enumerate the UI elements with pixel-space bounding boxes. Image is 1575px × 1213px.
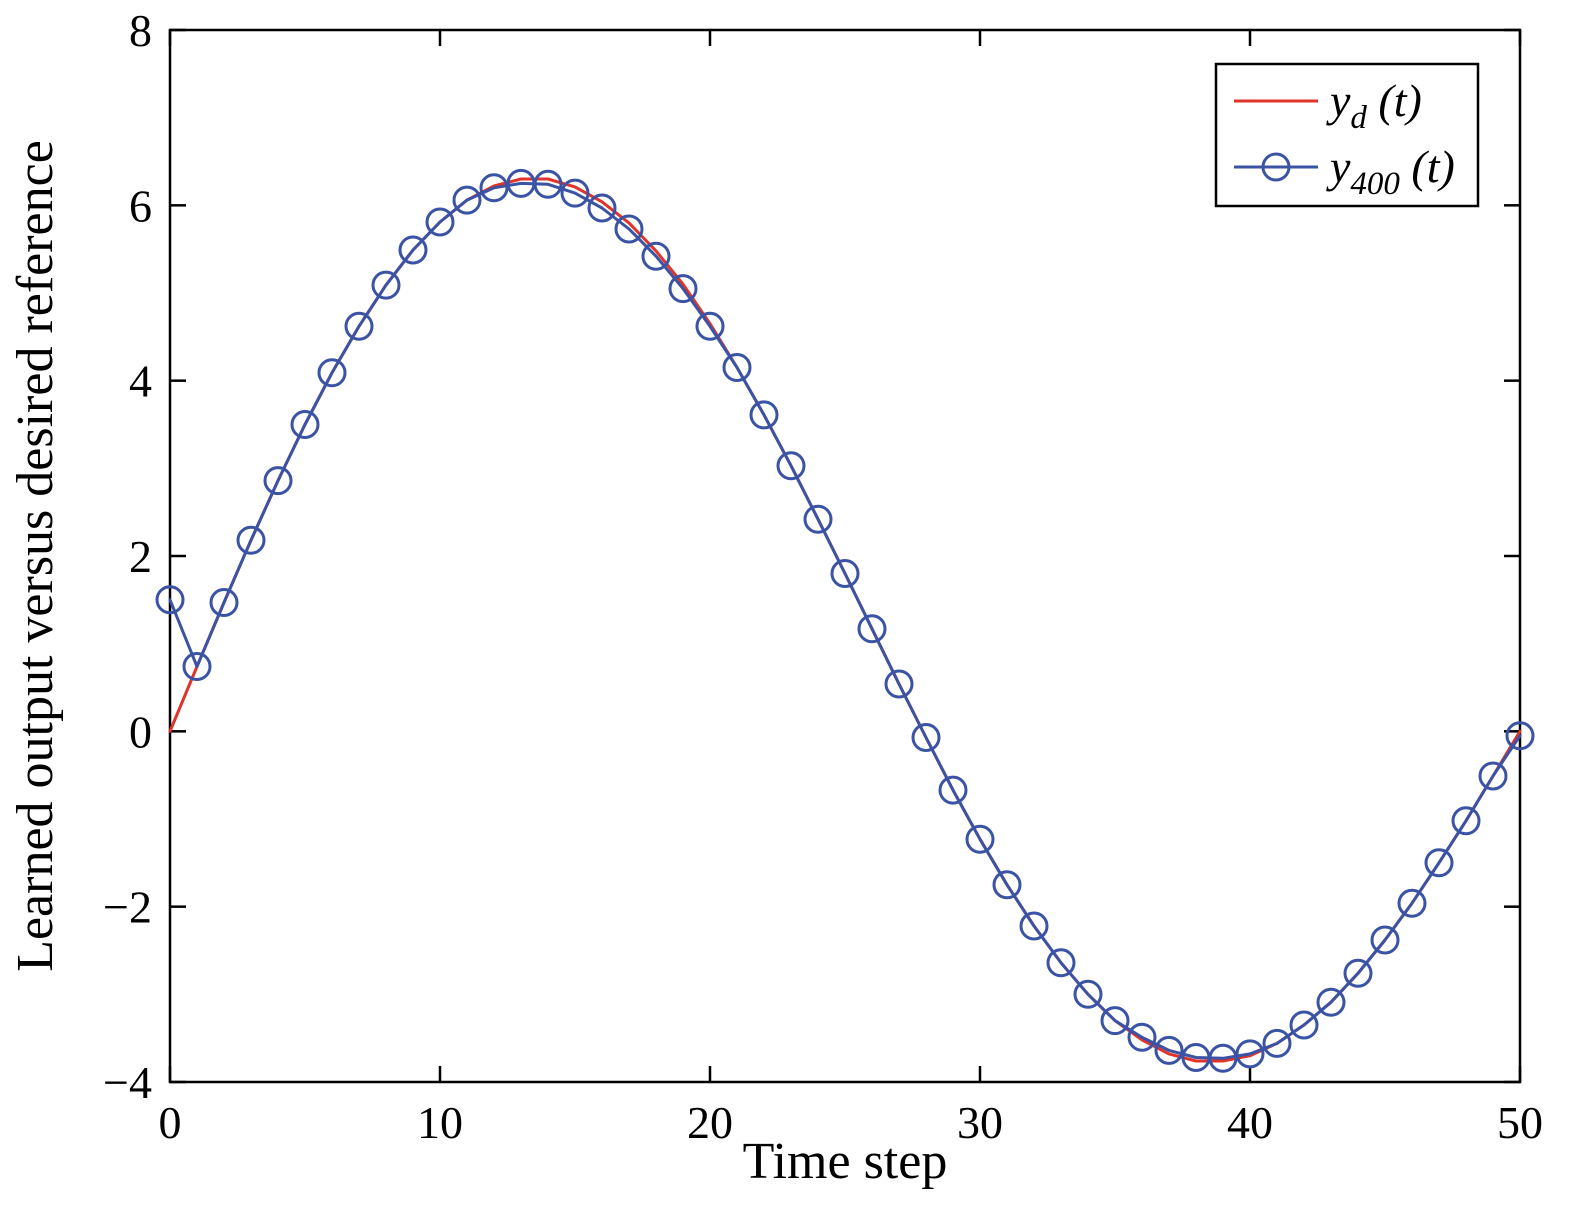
data-point-marker: [965, 824, 995, 854]
data-point-marker: [1208, 1043, 1238, 1073]
y-tick-label: 0: [129, 706, 152, 757]
data-point-marker: [1316, 987, 1346, 1017]
data-point-marker: [1046, 948, 1076, 978]
series-line-0: [168, 177, 1522, 1063]
data-point-marker: [479, 173, 509, 203]
data-point-marker: [1451, 806, 1481, 836]
legend: yd (t)y400 (t): [1214, 62, 1480, 208]
data-point-marker: [857, 614, 887, 644]
data-point-marker: [317, 358, 347, 388]
data-point-marker: [911, 723, 941, 752]
data-point-marker: [803, 504, 833, 534]
data-point-marker: [1424, 848, 1454, 878]
x-tick-label: 30: [957, 1097, 1003, 1148]
data-point-marker: [938, 775, 968, 805]
data-point-marker: [425, 207, 455, 237]
data-point-marker: [533, 169, 563, 199]
data-point-marker: [182, 652, 212, 681]
y-tick-label: −4: [103, 1057, 152, 1108]
data-point-marker: [830, 559, 860, 588]
y-tick-label: 8: [129, 5, 152, 56]
data-point-marker: [1019, 911, 1049, 941]
legend-box: [1214, 62, 1480, 208]
data-point-marker: [344, 311, 374, 341]
data-point-marker: [884, 669, 914, 699]
y-tick-label: 2: [129, 531, 152, 582]
data-point-marker: [668, 274, 698, 304]
data-point-marker: [452, 185, 482, 215]
data-point-marker: [263, 466, 293, 496]
data-point-marker: [1370, 925, 1400, 955]
axis-ticks: 0 10 20 30 40 50 −4 −2 0 2 4 6 8: [103, 5, 1543, 1148]
data-point-marker: [614, 214, 644, 244]
data-point-marker: [236, 525, 266, 555]
data-point-marker: [155, 585, 185, 615]
data-point-marker: [695, 311, 725, 341]
data-point-marker: [1127, 1022, 1157, 1052]
data-point-marker: [1478, 761, 1508, 791]
legend-entry-label-1: y400 (t): [1326, 141, 1455, 202]
data-point-marker: [587, 193, 617, 223]
data-point-marker: [1154, 1035, 1184, 1065]
y-tick-label: 4: [129, 356, 152, 407]
data-point-marker: [749, 400, 779, 430]
x-tick-label: 40: [1227, 1097, 1273, 1148]
data-point-marker: [722, 353, 752, 382]
data-point-marker: [1073, 979, 1103, 1009]
data-point-marker: [1397, 888, 1427, 918]
legend-sample-marker: [1261, 152, 1291, 182]
data-point-marker: [1262, 1028, 1292, 1058]
x-tick-label: 0: [159, 1097, 182, 1148]
data-point-marker: [1235, 1039, 1265, 1069]
y-axis-label: Learned output versus desired reference: [7, 140, 64, 972]
data-point-marker: [560, 178, 590, 208]
data-series: [155, 168, 1535, 1073]
x-axis-label: Time step: [743, 1133, 948, 1190]
data-point-marker: [209, 588, 239, 617]
legend-entry-label-0: yd (t): [1326, 75, 1422, 136]
data-point-marker: [371, 270, 401, 300]
data-point-marker: [641, 241, 671, 271]
data-point-marker: [1343, 958, 1373, 988]
x-tick-label: 20: [687, 1097, 733, 1148]
data-point-marker: [1100, 1006, 1130, 1036]
series-line-1: [168, 181, 1522, 1060]
data-point-marker: [290, 410, 320, 439]
data-point-marker: [992, 870, 1022, 900]
x-tick-label: 10: [417, 1097, 463, 1148]
x-tick-label: 50: [1497, 1097, 1543, 1148]
data-point-marker: [1289, 1010, 1319, 1040]
y-tick-label: −2: [103, 882, 152, 933]
data-point-marker: [776, 451, 806, 481]
data-point-marker: [1505, 721, 1535, 751]
y-tick-label: 6: [129, 180, 152, 231]
data-point-marker: [398, 235, 428, 265]
